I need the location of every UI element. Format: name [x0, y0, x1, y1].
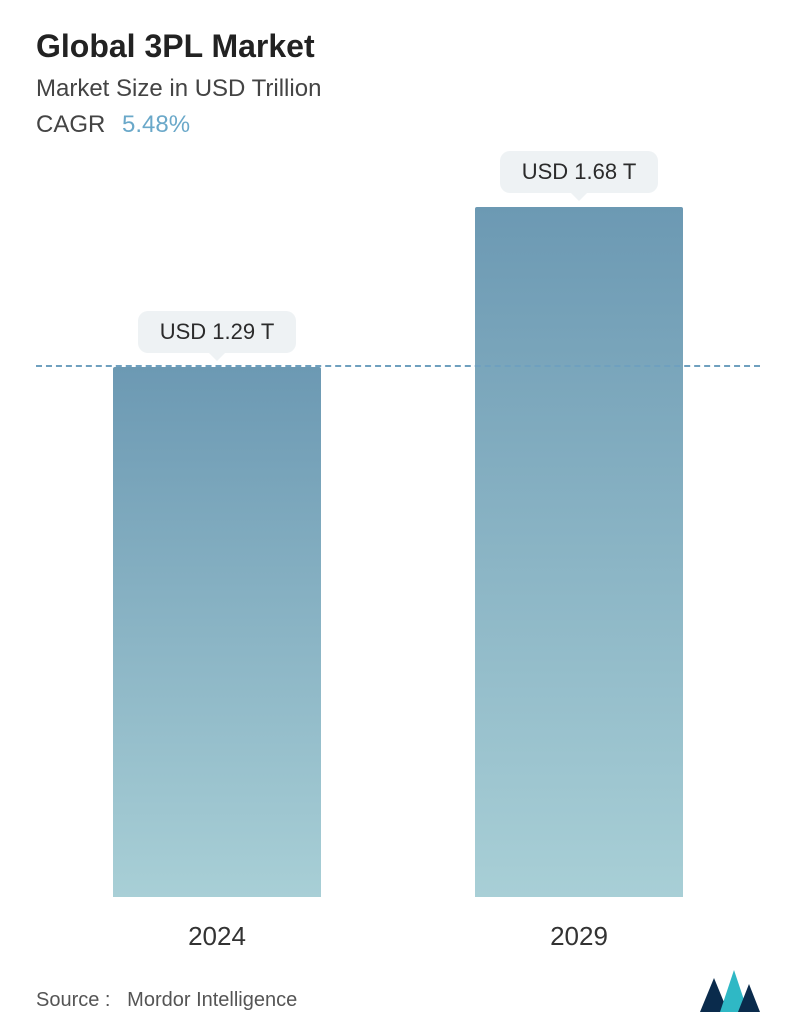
- x-axis-labels: 2024 2029: [36, 907, 760, 970]
- cagr-label: CAGR: [36, 111, 105, 138]
- reference-dashed-line: [36, 365, 760, 367]
- source-text: Source : Mordor Intelligence: [36, 989, 297, 1012]
- x-axis-label: 2029: [434, 921, 724, 952]
- cagr-value: 5.48%: [122, 111, 190, 138]
- chart-subtitle: Market Size in USD Trillion: [36, 75, 760, 103]
- bar-group: USD 1.68 T: [434, 169, 724, 897]
- bar-value-label: USD 1.29 T: [138, 311, 297, 353]
- source-label: Source :: [36, 989, 110, 1011]
- source-name: Mordor Intelligence: [127, 989, 297, 1011]
- bar-group: USD 1.29 T: [72, 169, 362, 897]
- chart-plot-area: USD 1.29 T USD 1.68 T: [36, 169, 760, 897]
- bar: [475, 207, 684, 897]
- bar-value-label: USD 1.68 T: [500, 151, 659, 193]
- bar: [113, 367, 322, 897]
- mordor-logo-icon: [700, 970, 760, 1012]
- x-axis-label: 2024: [72, 921, 362, 952]
- bars-row: USD 1.29 T USD 1.68 T: [36, 169, 760, 897]
- chart-container: Global 3PL Market Market Size in USD Tri…: [0, 0, 796, 1034]
- cagr-row: CAGR 5.48%: [36, 111, 760, 139]
- footer: Source : Mordor Intelligence: [36, 970, 760, 1034]
- chart-title: Global 3PL Market: [36, 28, 760, 65]
